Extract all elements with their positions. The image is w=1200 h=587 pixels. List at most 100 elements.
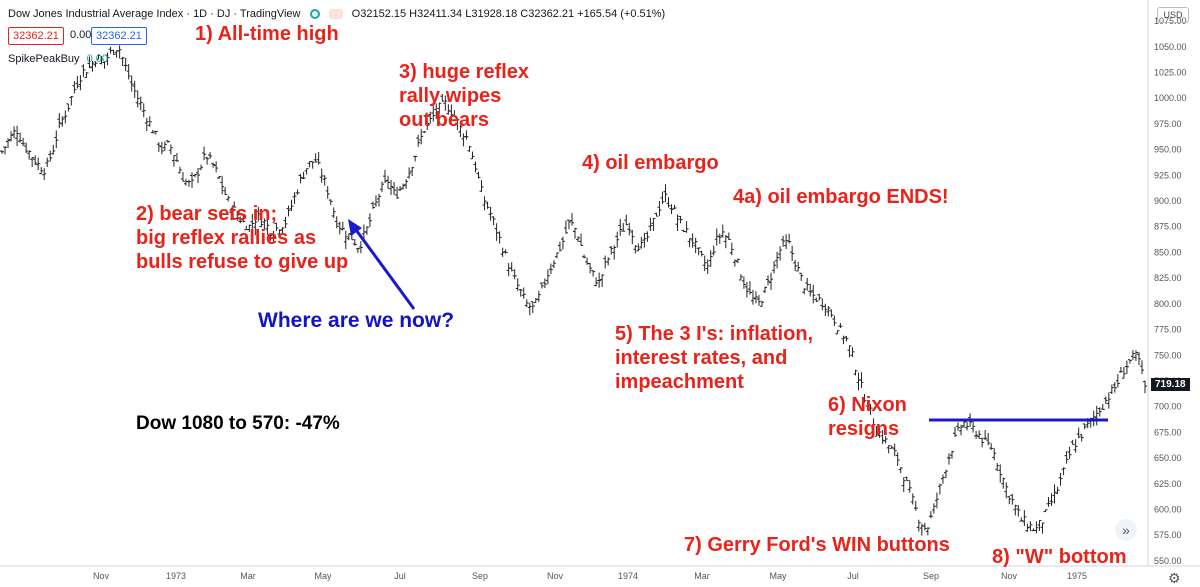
ohlc-bar <box>322 175 327 186</box>
ohlc-bar <box>494 223 499 241</box>
ohlc-bar <box>464 130 469 140</box>
ohlc-bar <box>42 168 47 181</box>
live-status-icon <box>309 9 320 20</box>
ohlc-bar <box>772 261 777 274</box>
chart-header: Dow Jones Industrial Average Index · 1D … <box>8 8 671 20</box>
ohlc-bar <box>1097 407 1102 417</box>
buy-price-box[interactable]: 32362.21 <box>91 27 147 45</box>
ohlc-bar <box>1061 467 1066 476</box>
ohlc-bar <box>554 252 559 259</box>
ohlc-bar <box>594 277 599 287</box>
ohlc-bar <box>545 269 550 285</box>
ohlc-bar <box>205 156 210 165</box>
ohlc-bar <box>657 201 662 216</box>
ohlc-bar <box>726 232 731 241</box>
x-axis: Nov 1973 Mar May Jul Sep Nov 1974 Mar May Jul Sep No… <box>93 571 1087 581</box>
ohlc-bar <box>672 205 677 210</box>
y-tick-label: 1025.00 <box>1154 68 1187 78</box>
ohlc-bar <box>1013 504 1018 516</box>
ohlc-bar <box>440 94 445 102</box>
y-tick-label: 775.00 <box>1154 325 1182 335</box>
ohlc-bar <box>189 172 194 188</box>
ohlc-bar <box>428 111 433 124</box>
ohlc-bar <box>30 157 35 167</box>
ohlc-bar <box>105 52 110 66</box>
ohlc-bar <box>651 217 656 231</box>
ohlc-bar <box>708 250 713 267</box>
ohlc-bar <box>699 250 704 257</box>
ohlc-bar <box>1118 366 1123 373</box>
ohlc-bar <box>467 145 472 153</box>
last-price-label: 719.18 <box>1151 378 1190 391</box>
ohlc-bar <box>769 272 774 291</box>
ohlc-bar <box>84 72 89 79</box>
y-tick-label: 800.00 <box>1154 299 1182 309</box>
x-tick-label: 1975 <box>1067 571 1087 581</box>
ohlc-bar <box>1076 427 1081 439</box>
ohlc-bar <box>642 232 647 248</box>
ohlc-bar <box>268 234 273 241</box>
arrow-where-are-we-now <box>348 219 416 310</box>
ohlc-bar <box>180 171 185 182</box>
gear-icon[interactable]: ⚙ <box>1168 570 1181 586</box>
wave-icon[interactable] <box>328 9 343 20</box>
ohlc-bar <box>880 430 885 444</box>
ohlc-bar <box>48 150 53 162</box>
ohlc-bar <box>844 336 849 342</box>
annotation-w-bottom: 8) "W" bottom <box>992 546 1127 568</box>
scroll-right-button[interactable]: » <box>1115 519 1137 541</box>
ohlc-bar <box>1034 521 1039 534</box>
ohlc-bar <box>407 167 412 179</box>
ohlc-bar <box>606 257 611 266</box>
ohlc-bar <box>72 80 77 94</box>
ohlc-bar <box>1067 446 1072 460</box>
ohlc-bar <box>895 452 900 466</box>
ohlc-bar <box>156 142 161 152</box>
y-tick-label: 625.00 <box>1154 479 1182 489</box>
ohlc-bar <box>971 421 976 433</box>
ohlc-bar <box>1073 439 1078 453</box>
ohlc-bar <box>690 233 695 248</box>
ohlc-bar <box>666 197 671 208</box>
ohlc-bar <box>853 369 858 376</box>
ohlc-bar <box>965 421 970 431</box>
ohlc-bar <box>1127 359 1132 364</box>
ohlc-bar <box>186 179 191 187</box>
ohlc-bar <box>1028 521 1033 532</box>
ohlc-bar <box>39 167 44 175</box>
ohlc-bar <box>265 219 270 235</box>
ohlc-bar <box>479 180 484 192</box>
ohlc-bar <box>120 56 125 67</box>
ohlc-bar <box>51 144 56 155</box>
sell-price-box[interactable]: 32362.21 <box>8 27 64 45</box>
currency-selector[interactable]: USD <box>1157 7 1189 23</box>
ohlc-bar <box>337 221 342 235</box>
ohlc-bar <box>226 195 231 202</box>
ohlc-bar <box>512 269 517 280</box>
ohlc-bar <box>422 131 427 133</box>
ohlc-bar <box>814 297 819 303</box>
ohlc-bar <box>6 138 11 148</box>
ohlc-bar <box>398 186 403 192</box>
ohlc-bar <box>826 305 831 317</box>
ohlc-bar <box>717 233 722 244</box>
ohlc-bar <box>66 103 71 112</box>
ohlc-bar <box>808 283 813 297</box>
ohlc-bar <box>117 45 122 59</box>
indicator-name: SpikePeakBuy <box>8 53 80 65</box>
ohlc-bar <box>1136 351 1141 366</box>
ohlc-bar <box>3 146 8 155</box>
ohlc-bar <box>1124 360 1129 374</box>
ohlc-bar <box>413 155 418 162</box>
ohlc-bar <box>1106 392 1111 409</box>
y-tick-label: 1000.00 <box>1154 93 1187 103</box>
ohlc-bar <box>778 246 783 261</box>
ohlc-bar <box>618 218 623 236</box>
ohlc-bar <box>431 105 436 122</box>
y-tick-label: 1075.00 <box>1154 16 1187 26</box>
ohlc-bar <box>1016 505 1021 517</box>
ohlc-bar <box>850 347 855 357</box>
ohlc-bar <box>274 222 279 231</box>
x-tick-label: Mar <box>240 571 256 581</box>
